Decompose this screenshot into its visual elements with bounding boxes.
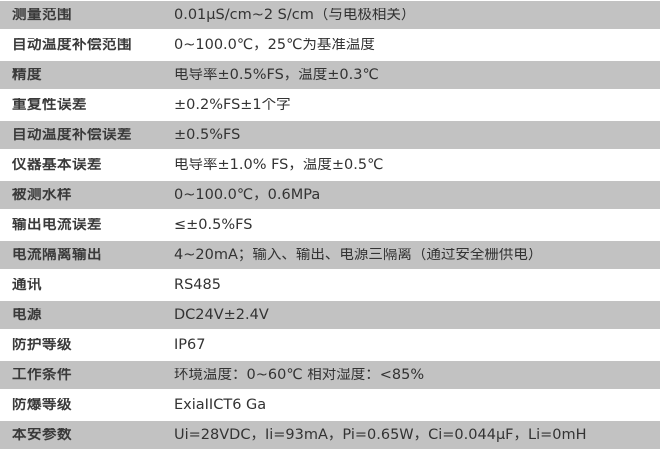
- spec-label: 防爆等级: [12, 398, 72, 413]
- spec-label: 工作条件: [12, 367, 72, 383]
- table-row: 被测水样 0~100.0℃，0.6MPa: [0, 179, 660, 212]
- table-row: 精度 电导率±0.5%FS，温度±0.3℃: [0, 59, 660, 92]
- spec-value: IP67: [174, 338, 206, 353]
- spec-label: 自动温度补偿范围: [12, 38, 132, 53]
- spec-label: 精度: [12, 67, 42, 83]
- table-row: 防爆等级 ExiaIICT6 Ga: [0, 391, 660, 420]
- spec-value: ±0.2%FS±1个字: [174, 98, 291, 113]
- spec-label: 仪器基本误差: [12, 158, 102, 173]
- table-row: 防护等级 IP67: [0, 331, 660, 360]
- table-row: 重复性误差 ±0.2%FS±1个字: [0, 91, 660, 120]
- spec-value: 0.01μS/cm~2 S/cm（与电极相关）: [174, 7, 416, 23]
- table-row: 通讯 RS485: [0, 271, 660, 300]
- spec-label: 电源: [12, 307, 42, 323]
- spec-value: 电导率±1.0% FS，温度±0.5℃: [174, 158, 384, 173]
- spec-value: RS485: [174, 278, 221, 293]
- table-row: 测量范围 0.01μS/cm~2 S/cm（与电极相关）: [0, 0, 660, 32]
- spec-value: ExiaIICT6 Ga: [174, 398, 267, 413]
- table-row: 仪器基本误差 电导率±1.0% FS，温度±0.5℃: [0, 151, 660, 180]
- spec-label: 测量范围: [12, 7, 72, 23]
- spec-label: 本安参数: [12, 427, 72, 443]
- spec-value: 4~20mA；输入、输出、电源三隔离（通过安全栅供电）: [174, 247, 543, 263]
- spec-value: ≤±0.5%FS: [174, 218, 253, 233]
- spec-label: 输出电流误差: [12, 218, 102, 233]
- table-row: 电流隔离输出 4~20mA；输入、输出、电源三隔离（通过安全栅供电）: [0, 239, 660, 272]
- spec-value: 环境温度：0~60℃ 相对湿度：<85%: [174, 367, 425, 383]
- table-row: 工作条件 环境温度：0~60℃ 相对湿度：<85%: [0, 359, 660, 392]
- spec-value: 0~100.0℃，0.6MPa: [174, 187, 321, 203]
- spec-label: 电流隔离输出: [12, 247, 102, 263]
- table-row: 电源 DC24V±2.4V: [0, 299, 660, 332]
- table-row: 输出电流误差 ≤±0.5%FS: [0, 211, 660, 240]
- table-row: 自动温度补偿范围 0~100.0℃，25℃为基准温度: [0, 31, 660, 60]
- spec-label: 重复性误差: [12, 98, 87, 113]
- table-row: 本安参数 Ui=28VDC，Ii=93mA，Pi=0.65W，Ci=0.044μ…: [0, 419, 660, 451]
- spec-value: ±0.5%FS: [174, 127, 241, 143]
- spec-label: 自动温度补偿误差: [12, 127, 132, 143]
- spec-value: Ui=28VDC，Ii=93mA，Pi=0.65W，Ci=0.044μF，Li=…: [174, 427, 587, 443]
- spec-value: 0~100.0℃，25℃为基准温度: [174, 38, 375, 53]
- spec-label: 防护等级: [12, 338, 72, 353]
- spec-value: 电导率±0.5%FS，温度±0.3℃: [174, 67, 379, 83]
- table-row: 自动温度补偿误差 ±0.5%FS: [0, 119, 660, 152]
- spec-value: DC24V±2.4V: [174, 307, 269, 323]
- spec-label: 被测水样: [12, 187, 72, 203]
- spec-label: 通讯: [12, 278, 42, 293]
